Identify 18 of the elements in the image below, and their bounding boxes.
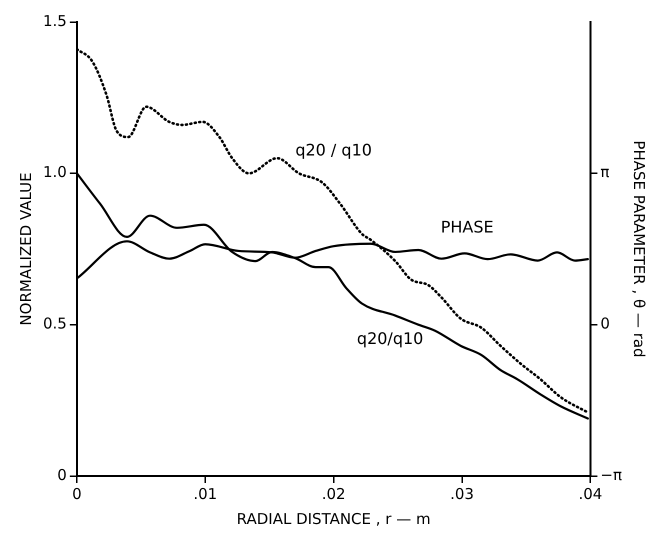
annotation: PHASE (440, 218, 494, 237)
x-axis-title: RADIAL DISTANCE , r — m (236, 510, 431, 528)
y-tick-label: 0 (57, 466, 67, 484)
y-axis-title: NORMALIZED VALUE (16, 172, 35, 326)
y2-tick-label: −π (600, 466, 622, 484)
x-tick-label: .01 (193, 484, 218, 503)
x-tick-label: 0 (72, 484, 82, 503)
y-tick-label: 1.5 (42, 12, 67, 30)
y2-axis-title: PHASE PARAMETER , θ — rad (630, 140, 648, 358)
y-tick-label: 0.5 (42, 314, 67, 333)
y2-tick-label: π (600, 163, 610, 182)
y-tick-label: 1.0 (42, 163, 67, 182)
y2-tick-label: 0 (600, 314, 610, 333)
x-tick-label: .03 (450, 484, 474, 503)
x-tick-label: .04 (578, 484, 602, 503)
x-tick-label: .02 (322, 484, 346, 503)
annotation: q20/q10 (356, 328, 424, 348)
annotation: q20 / q10 (295, 140, 372, 160)
